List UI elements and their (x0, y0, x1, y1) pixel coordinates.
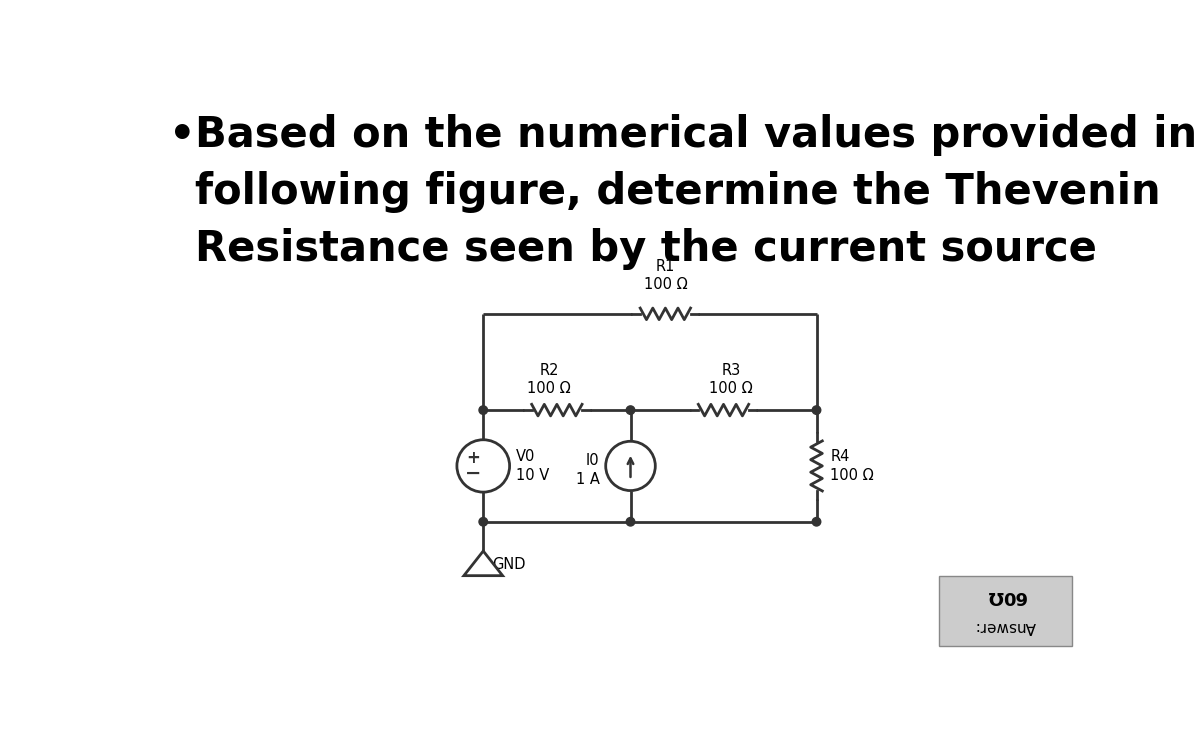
Text: •: • (169, 114, 196, 156)
Circle shape (479, 406, 487, 414)
Text: R4
100 Ω: R4 100 Ω (830, 449, 874, 483)
Text: 60Ω: 60Ω (985, 587, 1026, 605)
Text: Resistance seen by the current source: Resistance seen by the current source (194, 227, 1097, 270)
Text: R1
100 Ω: R1 100 Ω (643, 259, 688, 292)
Circle shape (626, 406, 635, 414)
Text: −: − (464, 464, 481, 483)
Circle shape (626, 518, 635, 526)
Circle shape (479, 518, 487, 526)
Text: following figure, determine the Thevenin: following figure, determine the Thevenin (194, 171, 1160, 213)
Circle shape (812, 518, 821, 526)
Text: GND: GND (492, 557, 526, 572)
Text: +: + (467, 449, 480, 467)
Circle shape (606, 441, 655, 491)
Circle shape (457, 440, 510, 492)
Text: Answer:: Answer: (974, 619, 1037, 634)
Text: Based on the numerical values provided in the: Based on the numerical values provided i… (194, 114, 1200, 156)
Text: R3
100 Ω: R3 100 Ω (709, 362, 754, 397)
Text: R2
100 Ω: R2 100 Ω (527, 362, 571, 397)
Circle shape (812, 406, 821, 414)
Text: V0
10 V: V0 10 V (516, 449, 550, 483)
Bar (938, 577, 1073, 646)
Text: I0
1 A: I0 1 A (576, 453, 600, 486)
